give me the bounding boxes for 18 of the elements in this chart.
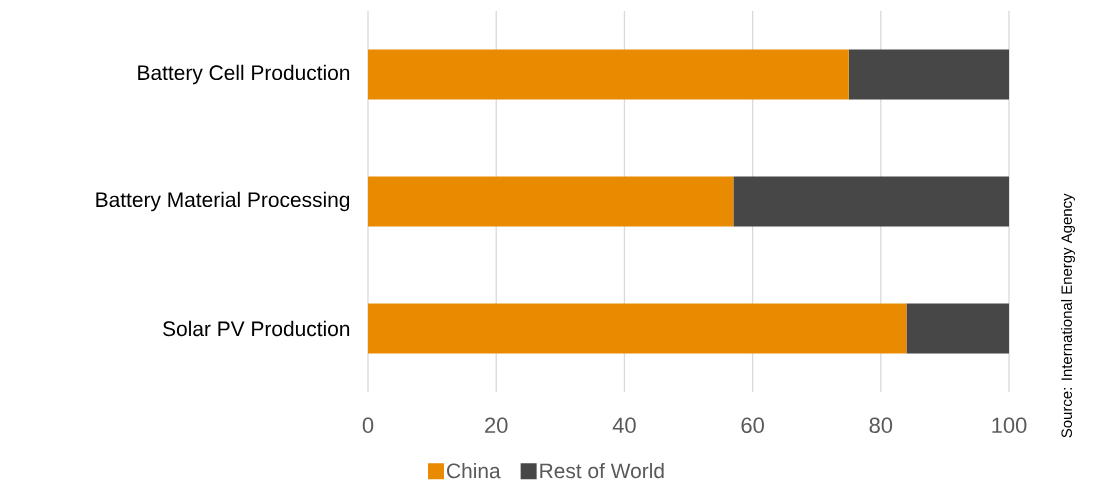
y-tick-label: Battery Material Processing	[96, 191, 350, 212]
y-tick-label: Battery Cell Production	[138, 64, 350, 85]
bar	[368, 303, 907, 354]
bar	[906, 303, 1010, 354]
x-tick-label: 60	[741, 417, 764, 434]
x-tick-label: 100	[992, 417, 1027, 434]
x-tick-label: 80	[869, 417, 893, 434]
x-tick-label: 0	[362, 417, 374, 434]
legend-label: China	[447, 462, 501, 479]
x-tick-label: 20	[485, 417, 508, 434]
legend-label: Rest of World	[540, 462, 664, 479]
y-tick-label: Solar PV Production	[163, 320, 350, 337]
source-note: Source: International Energy Agency	[1061, 193, 1075, 438]
bar	[368, 176, 734, 227]
bar	[368, 49, 849, 100]
bar	[848, 49, 1010, 100]
x-tick-label: 40	[612, 417, 636, 434]
bar	[733, 176, 1010, 227]
